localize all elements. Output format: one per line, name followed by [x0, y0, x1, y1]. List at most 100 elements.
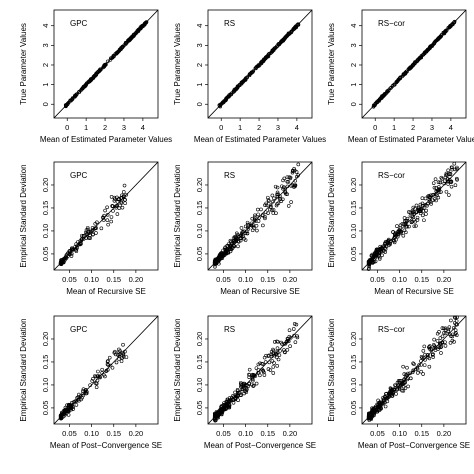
data-point — [252, 218, 257, 223]
data-point — [380, 396, 385, 400]
data-point — [87, 79, 91, 84]
data-point — [250, 377, 255, 381]
data-point — [254, 65, 259, 69]
x-tick-label: 0.10 — [392, 429, 407, 438]
data-point — [259, 361, 264, 366]
data-point — [243, 389, 247, 394]
data-point — [67, 409, 71, 414]
data-point — [410, 214, 414, 219]
data-point — [380, 253, 384, 258]
data-point — [446, 329, 451, 333]
data-point — [93, 74, 97, 78]
x-tick-label: 0 — [373, 123, 377, 132]
y-tick-label: 3 — [41, 43, 50, 47]
x-tick-label: 0.20 — [129, 429, 144, 438]
data-point — [288, 336, 293, 340]
data-point — [409, 220, 414, 225]
data-point — [405, 69, 409, 74]
data-point — [427, 364, 432, 369]
data-point — [235, 394, 240, 398]
data-point — [64, 253, 69, 258]
y-axis-title: Empirical Standard Deviation — [19, 318, 28, 421]
data-point — [436, 188, 441, 193]
x-tick-label: 2 — [411, 123, 415, 132]
y-tick-label: 0.10 — [195, 378, 204, 393]
data-point — [444, 189, 449, 194]
data-point — [102, 213, 106, 218]
x-tick-label: 1 — [84, 123, 88, 132]
data-points — [371, 19, 457, 109]
data-point — [295, 335, 300, 340]
y-tick-label: 1 — [195, 83, 204, 87]
data-point — [69, 251, 74, 256]
x-tick-label: 4 — [141, 123, 145, 132]
plot-frame — [361, 9, 467, 119]
data-point — [248, 72, 252, 76]
data-point — [383, 404, 388, 409]
y-tick-label: 0.20 — [195, 178, 204, 193]
data-point — [276, 42, 281, 46]
data-point — [263, 210, 268, 215]
data-point — [94, 385, 99, 389]
panel-label: RS — [224, 325, 235, 334]
data-point — [283, 187, 288, 192]
data-point — [271, 208, 276, 212]
y-tick-label: 0.20 — [349, 178, 358, 193]
data-point — [61, 414, 66, 419]
x-tick-label: 2 — [257, 123, 261, 132]
data-point — [105, 59, 110, 64]
data-point — [413, 219, 417, 224]
data-point — [376, 408, 380, 413]
data-point — [251, 384, 256, 388]
data-points — [63, 20, 149, 109]
data-point — [402, 228, 407, 233]
data-point — [451, 326, 456, 330]
data-point — [408, 213, 413, 218]
data-point — [373, 404, 378, 409]
y-tick-label: 4 — [349, 24, 358, 28]
data-point — [126, 39, 131, 43]
data-points — [366, 315, 459, 422]
y-tick-label: 3 — [349, 43, 358, 47]
data-point — [371, 104, 376, 109]
data-point — [267, 353, 271, 358]
data-point — [239, 382, 243, 386]
data-point — [91, 228, 95, 232]
data-point — [136, 28, 140, 33]
data-point — [275, 194, 280, 199]
data-point — [440, 340, 444, 345]
data-point — [379, 95, 383, 100]
data-point — [74, 92, 79, 97]
data-point — [437, 345, 442, 350]
x-tick-label: 0.05 — [370, 275, 385, 284]
data-point — [393, 234, 397, 239]
x-axis-title: Mean of Post−Convergence SE — [204, 441, 316, 450]
chart-panel-4: 0.05 0.10 0.15 0.20 0.05 0.10 0.15 0.20 Mean of … — [19, 161, 159, 296]
data-point — [383, 250, 388, 254]
data-point — [91, 376, 95, 381]
data-point — [62, 409, 67, 413]
data-point — [427, 195, 432, 199]
data-point — [405, 365, 409, 370]
data-point — [282, 37, 286, 42]
data-point — [432, 344, 437, 348]
data-point — [267, 199, 271, 203]
data-point — [405, 373, 409, 378]
data-point — [139, 25, 144, 29]
data-point — [88, 383, 92, 388]
data-point — [74, 403, 79, 407]
data-point — [264, 203, 269, 207]
data-point — [123, 40, 128, 45]
panel-label: RS−cor — [378, 171, 405, 180]
y-tick-label: 1 — [41, 83, 50, 87]
data-point — [455, 315, 459, 320]
data-point — [391, 391, 395, 395]
plot-frame — [207, 9, 313, 119]
data-point — [448, 341, 453, 345]
data-point — [415, 58, 420, 62]
data-point — [421, 209, 425, 213]
data-point — [252, 373, 256, 377]
data-point — [288, 344, 292, 349]
data-point — [144, 20, 148, 25]
data-point — [124, 41, 129, 45]
